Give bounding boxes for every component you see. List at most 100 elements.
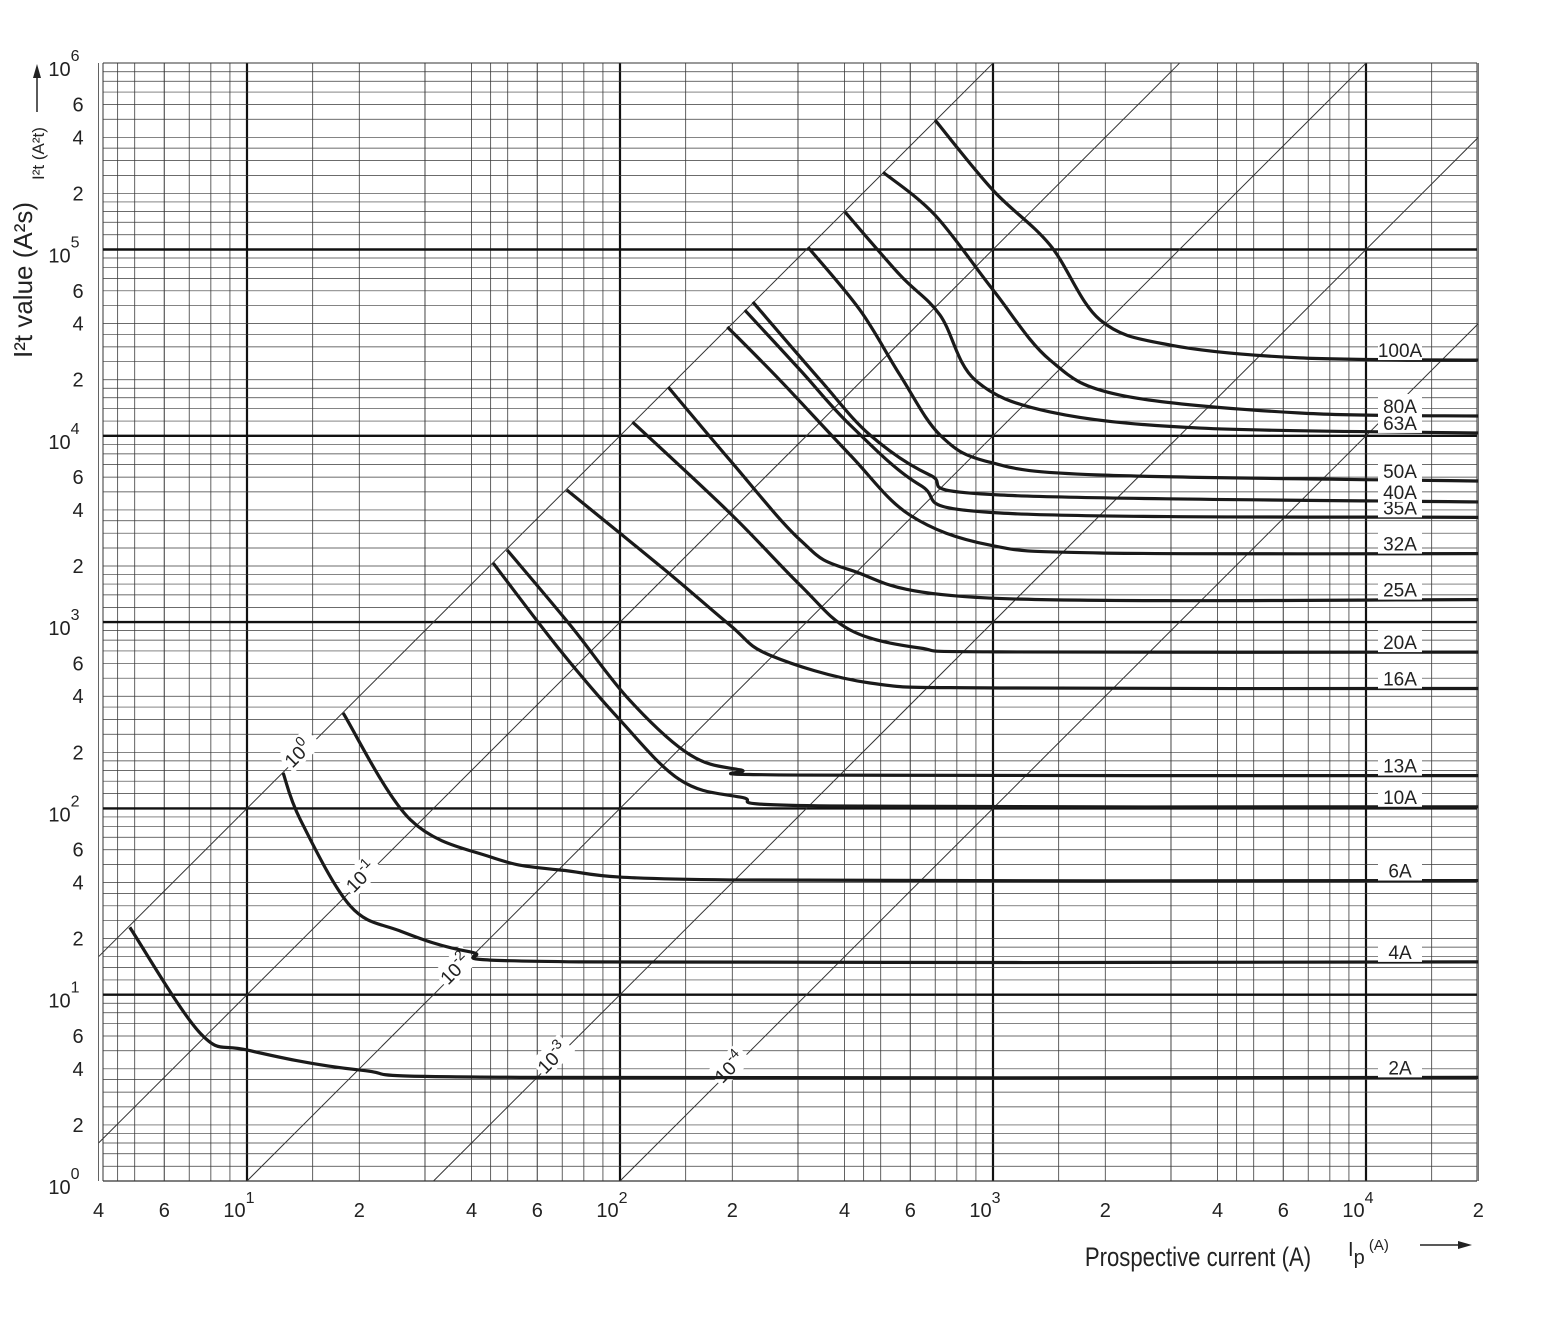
time-line xyxy=(98,62,1180,1144)
y-tick-label: 6 xyxy=(72,653,83,675)
y-tick-exp: 4 xyxy=(71,421,80,438)
y-axis-symbol: I²t (A²t) xyxy=(29,127,48,180)
time-line-label-bg xyxy=(529,1033,576,1080)
y-tick-label: 4 xyxy=(72,686,83,708)
series-label-bg xyxy=(1378,784,1422,807)
series-label-100A: 100A xyxy=(1378,341,1423,362)
curve-32A xyxy=(726,325,1479,556)
series-label-63A: 63A xyxy=(1383,414,1417,435)
y-tick-exp: 0 xyxy=(71,1166,80,1183)
x-tick-label: 101 xyxy=(223,1190,254,1222)
x-tick-label: 6 xyxy=(532,1200,543,1222)
series-label-40A: 40A xyxy=(1383,483,1417,504)
time-line xyxy=(98,62,994,958)
y-tick-label: 104 xyxy=(48,421,79,454)
series-label-2A: 2A xyxy=(1388,1058,1412,1079)
x-tick-label: 4 xyxy=(466,1200,477,1222)
curve-16A xyxy=(565,488,1479,691)
x-tick-label: 2 xyxy=(354,1200,365,1222)
series-label-35A: 35A xyxy=(1383,498,1417,519)
series-label-bg xyxy=(1378,338,1422,361)
y-tick-label: 102 xyxy=(48,793,79,826)
series-label-bg xyxy=(1378,479,1422,502)
y-tick-label: 6 xyxy=(72,467,83,489)
time-line xyxy=(246,62,1367,1182)
series-label-bg xyxy=(1378,753,1422,776)
x-tick-exp: 2 xyxy=(619,1190,628,1207)
curve-4A xyxy=(281,772,1479,965)
series-label-bg xyxy=(1378,939,1422,962)
y-tick-label: 100 xyxy=(48,1166,79,1199)
y-tick-label: 6 xyxy=(72,281,83,303)
series-label-50A: 50A xyxy=(1383,462,1417,483)
curve-50A xyxy=(806,246,1479,483)
curve-2A xyxy=(128,926,1479,1080)
x-arrow-head xyxy=(1458,1241,1472,1249)
y-arrow-head xyxy=(33,64,41,78)
series-label-20A: 20A xyxy=(1383,633,1417,654)
time-line xyxy=(433,136,1479,1182)
time-line xyxy=(619,323,1479,1182)
y-tick-label: 6 xyxy=(72,95,83,117)
curve-13A xyxy=(505,548,1479,778)
x-tick-label: 6 xyxy=(905,1200,916,1222)
y-tick-exp: 3 xyxy=(71,607,80,624)
y-tick-label: 2 xyxy=(72,370,83,392)
series-label-25A: 25A xyxy=(1383,581,1417,602)
series-label-bg xyxy=(1378,630,1422,653)
y-tick-label: 4 xyxy=(72,873,83,895)
x-axis-symbol: Ip (A) xyxy=(1348,1237,1389,1269)
curve-20A xyxy=(631,420,1479,654)
y-tick-label: 2 xyxy=(72,556,83,578)
x-axis-label: Prospective current (A) xyxy=(1085,1243,1311,1273)
x-tick-label: 2 xyxy=(727,1200,738,1222)
y-tick-label: 6 xyxy=(72,1026,83,1048)
y-tick-label: 2 xyxy=(72,183,83,205)
curve-80A xyxy=(881,170,1479,418)
y-tick-label: 4 xyxy=(72,500,83,522)
series-label-13A: 13A xyxy=(1383,757,1417,778)
y-tick-label: 2 xyxy=(72,929,83,951)
curve-35A xyxy=(743,308,1479,519)
series-label-bg xyxy=(1378,531,1422,554)
series-label-bg xyxy=(1378,1055,1422,1078)
x-tick-label: 102 xyxy=(596,1190,627,1222)
time-line-label: 10-3 xyxy=(529,1033,576,1080)
x-tick-label: 104 xyxy=(1342,1190,1373,1222)
x-tick-label: 4 xyxy=(839,1200,850,1222)
y-tick-label: 6 xyxy=(72,840,83,862)
series-label-32A: 32A xyxy=(1383,535,1417,556)
y-tick-exp: 2 xyxy=(71,793,80,810)
x-tick-exp: 3 xyxy=(992,1190,1001,1207)
x-tick-label: 2 xyxy=(1100,1200,1111,1222)
series-label-bg xyxy=(1378,410,1422,433)
x-tick-label: 4 xyxy=(93,1200,104,1222)
y-tick-label: 4 xyxy=(72,127,83,149)
y-tick-label: 4 xyxy=(72,1059,83,1081)
y-axis-label: I²t value (A²s) xyxy=(8,202,38,358)
series-label-10A: 10A xyxy=(1383,788,1417,809)
y-tick-label: 106 xyxy=(48,48,79,81)
y-tick-exp: 5 xyxy=(71,235,80,252)
curve-63A xyxy=(843,210,1479,435)
time-line-label: 100 xyxy=(276,727,323,774)
y-tick-label: 4 xyxy=(72,314,83,336)
y-tick-exp: 6 xyxy=(71,48,80,65)
time-line-label: 10-4 xyxy=(706,1043,753,1089)
time-line-label-bg xyxy=(276,727,323,774)
time-line-label-bg xyxy=(432,944,478,991)
series-label-4A: 4A xyxy=(1388,943,1412,964)
x-tick-exp: 4 xyxy=(1365,1190,1374,1207)
y-tick-label: 103 xyxy=(48,607,79,640)
series-label-bg xyxy=(1378,666,1422,689)
series-label-bg xyxy=(1378,858,1422,881)
series-label-bg xyxy=(1378,394,1422,417)
x-tick-label: 6 xyxy=(1278,1200,1289,1222)
curve-25A xyxy=(666,385,1479,603)
y-tick-label: 101 xyxy=(48,980,79,1013)
series-label-bg xyxy=(1378,458,1422,481)
y-tick-label: 105 xyxy=(48,235,79,268)
